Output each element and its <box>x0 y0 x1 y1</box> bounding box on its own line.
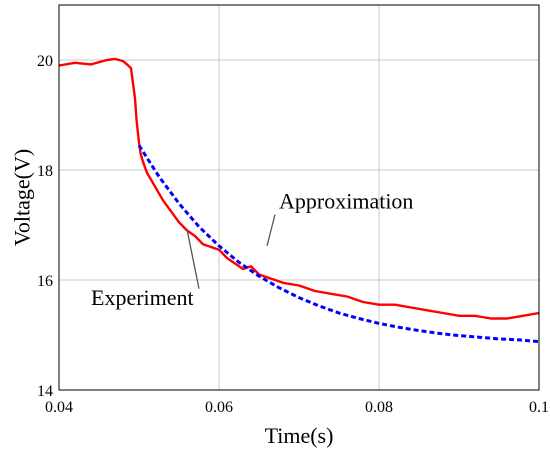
y-tick-label: 16 <box>37 273 53 290</box>
annotation-approximation-label: Approximation <box>279 189 413 214</box>
y-axis-ticks: 14 16 18 20 <box>37 53 53 400</box>
x-tick-label: 0.06 <box>205 399 233 416</box>
annotation-leader-line <box>186 229 200 289</box>
annotation-leader-line <box>266 214 276 247</box>
plot-frame <box>58 4 540 391</box>
annotation-experiment-label: Experiment <box>91 285 194 310</box>
x-axis-title: Time(s) <box>265 423 334 448</box>
x-axis-ticks: 0.04 0.06 0.08 0.1 <box>45 399 549 416</box>
x-tick-label: 0.04 <box>45 399 73 416</box>
series-layer <box>58 57 540 344</box>
y-tick-label: 18 <box>37 163 53 180</box>
y-tick-label: 14 <box>37 383 53 400</box>
x-tick-label: 0.1 <box>529 399 549 416</box>
series-approximation-line <box>137 144 540 344</box>
grid <box>59 5 539 390</box>
annotations: Approximation Experiment <box>91 189 413 310</box>
series-experiment-line <box>58 57 540 320</box>
y-axis-title: Voltage(V) <box>10 149 35 246</box>
x-tick-label: 0.08 <box>365 399 393 416</box>
y-tick-label: 20 <box>37 53 53 70</box>
